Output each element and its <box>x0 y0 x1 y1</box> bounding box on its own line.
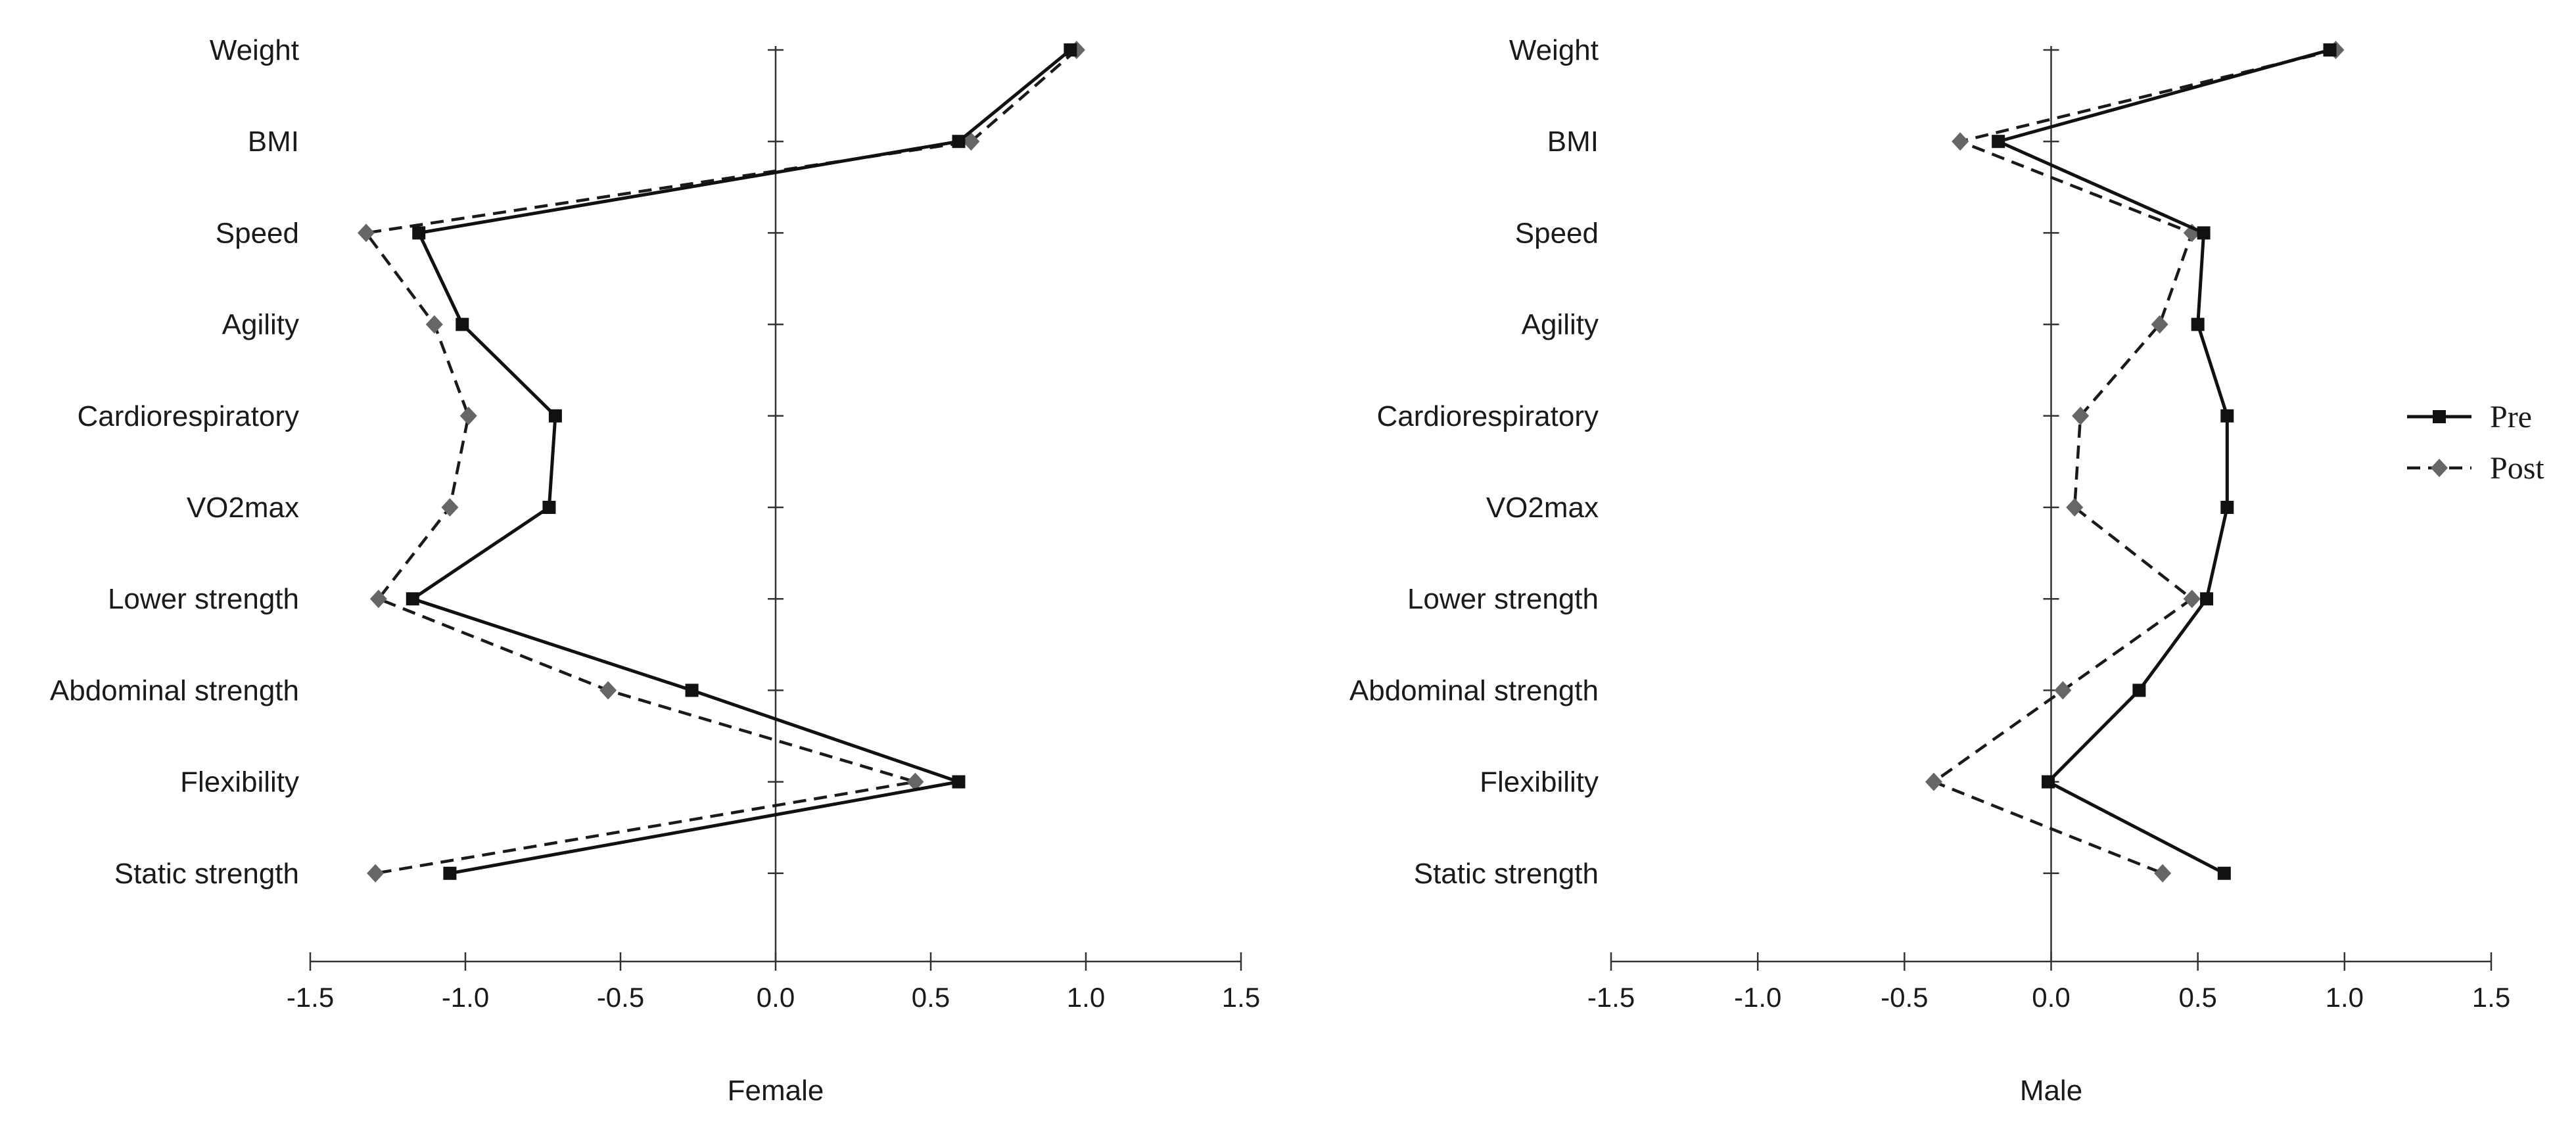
marker-pre <box>952 775 966 789</box>
marker-pre <box>2191 317 2205 331</box>
series-line-pre <box>409 49 1071 875</box>
marker-pre <box>542 501 556 514</box>
marker-post <box>1952 132 1969 151</box>
marker-pre <box>2220 501 2234 514</box>
x-tick-label: 0.0 <box>757 982 795 1013</box>
series-line-pre <box>1993 48 2331 875</box>
series-line-post <box>1931 48 2336 875</box>
x-tick-label: 1.5 <box>2472 982 2510 1013</box>
legend-marker-post <box>2431 459 2448 477</box>
marker-post <box>459 406 477 425</box>
legend-label-pre: Pre <box>2490 400 2532 434</box>
marker-post <box>2154 864 2172 883</box>
x-tick-label: 0.5 <box>912 982 950 1013</box>
marker-pre <box>2217 866 2231 880</box>
category-label: Agility <box>222 309 299 341</box>
category-label: Flexibility <box>180 766 299 799</box>
marker-pre <box>412 226 426 240</box>
category-label: Flexibility <box>1480 766 1599 799</box>
x-tick-label: 1.0 <box>1067 982 1105 1013</box>
x-tick-label: -1.0 <box>1734 982 1781 1013</box>
x-tick-label: 1.0 <box>2326 982 2364 1013</box>
category-label: Cardiorespiratory <box>1377 400 1599 432</box>
marker-post <box>369 590 387 609</box>
marker-pre <box>443 866 457 880</box>
marker-post <box>367 864 385 883</box>
marker-pre <box>406 592 419 606</box>
legend: Pre Post <box>2407 400 2544 486</box>
category-label: Agility <box>1522 309 1599 341</box>
marker-post <box>1925 772 1942 791</box>
legend-marker-pre <box>2433 410 2446 423</box>
category-label: Speed <box>216 217 299 249</box>
x-axis-title: Male <box>2020 1075 2082 1107</box>
category-label: Abdominal strength <box>1349 674 1599 706</box>
marker-post <box>2066 498 2084 517</box>
category-label: BMI <box>248 126 299 158</box>
category-label: Speed <box>1515 217 1599 249</box>
x-tick-label: 0.0 <box>2032 982 2070 1013</box>
marker-post <box>2151 315 2168 334</box>
marker-post <box>425 315 443 334</box>
marker-pre <box>1064 43 1077 57</box>
marker-pre <box>952 135 966 149</box>
marker-pre <box>685 683 699 697</box>
marker-pre <box>2220 409 2234 423</box>
female-panel: Weight BMI Speed Agility Cardiorespiratory VO… <box>50 34 1260 1107</box>
marker-post <box>357 223 375 243</box>
category-label: Cardiorespiratory <box>78 400 299 432</box>
category-label: VO2max <box>187 492 299 524</box>
x-tick-label: 1.5 <box>1222 982 1260 1013</box>
legend-label-post: Post <box>2490 451 2544 486</box>
marker-post <box>906 772 924 791</box>
male-panel: Weight BMI Speed Agility Cardiorespiratory VO… <box>1349 34 2510 1107</box>
category-label: Abdominal strength <box>50 674 299 706</box>
marker-pre <box>2200 592 2214 606</box>
marker-pre <box>548 409 562 423</box>
series-line-post <box>363 49 1078 875</box>
x-tick-label: -0.5 <box>597 982 644 1013</box>
marker-pre <box>2323 43 2337 57</box>
marker-pre <box>2197 226 2211 240</box>
x-tick-label: 0.5 <box>2178 982 2216 1013</box>
x-tick-label: -1.5 <box>287 982 334 1013</box>
category-label: Weight <box>210 34 299 66</box>
category-label: VO2max <box>1486 492 1599 524</box>
marker-pre <box>2042 775 2055 789</box>
x-tick-label: -0.5 <box>1881 982 1928 1013</box>
marker-post <box>441 498 459 517</box>
category-label: Static strength <box>1414 858 1599 890</box>
marker-pre <box>2132 683 2146 697</box>
marker-post <box>599 681 617 700</box>
marker-post <box>2183 590 2201 609</box>
marker-pre <box>456 317 469 331</box>
marker-pre <box>1992 135 2005 149</box>
x-tick-label: -1.5 <box>1587 982 1635 1013</box>
marker-post <box>2072 406 2090 425</box>
category-label: Lower strength <box>108 583 299 615</box>
category-label: Lower strength <box>1407 583 1599 615</box>
category-label: BMI <box>1547 126 1599 158</box>
marker-post <box>2054 681 2072 700</box>
x-axis-title: Female <box>728 1075 824 1107</box>
x-tick-label: -1.0 <box>442 982 489 1013</box>
category-label: Static strength <box>114 858 299 890</box>
category-label: Weight <box>1509 34 1599 66</box>
